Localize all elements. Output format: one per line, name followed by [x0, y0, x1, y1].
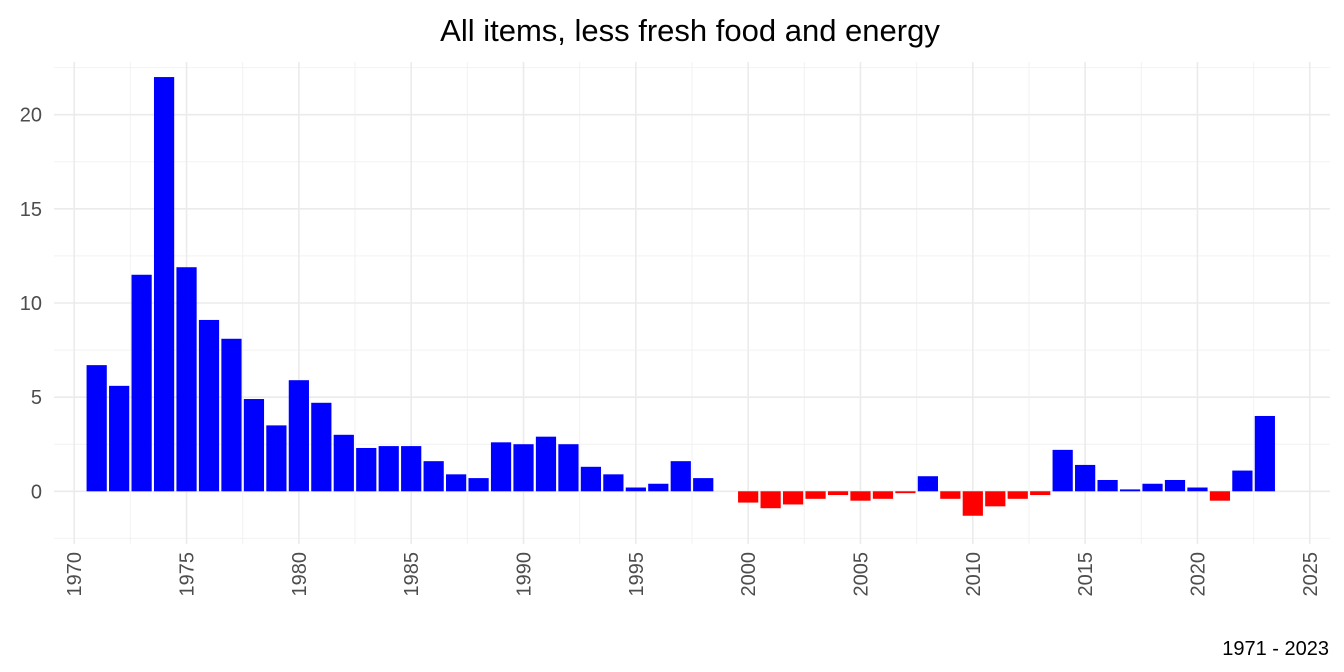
y-tick-label: 15 [20, 199, 42, 221]
bar-1986 [423, 461, 444, 492]
bar-2015 [1075, 464, 1096, 492]
bar-2020 [1187, 487, 1208, 492]
y-tick-label: 5 [31, 387, 42, 409]
x-tick-label: 1990 [514, 552, 536, 597]
bar-1983 [356, 447, 377, 492]
x-tick-label: 1995 [626, 552, 648, 597]
bar-1985 [401, 446, 422, 492]
x-tick-label: 2025 [1300, 552, 1322, 597]
bar-1984 [378, 446, 399, 492]
bar-2004 [827, 491, 849, 496]
y-tick-label: 10 [20, 293, 42, 315]
bar-1979 [266, 425, 287, 492]
bar-1975 [176, 267, 197, 492]
x-tick-label: 1970 [64, 552, 86, 597]
x-tick-label: 1980 [289, 552, 311, 597]
x-tick-label: 1975 [177, 552, 199, 597]
bar-2013 [1030, 491, 1051, 496]
bar-2009 [940, 491, 961, 499]
bar-2017 [1119, 489, 1141, 492]
bar-1989 [490, 442, 512, 492]
bar-2018 [1142, 483, 1163, 492]
y-tick-label: 20 [20, 105, 42, 127]
bar-2002 [782, 491, 804, 505]
x-tick-label: 2005 [850, 552, 872, 597]
bar-2001 [760, 491, 781, 509]
bar-1994 [603, 474, 624, 492]
bar-2007 [895, 491, 916, 494]
bar-1977 [221, 338, 242, 492]
bar-1993 [580, 466, 602, 492]
bar-1976 [198, 319, 220, 492]
bar-1990 [513, 444, 534, 492]
bar-2006 [872, 491, 894, 499]
bar-2012 [1007, 491, 1028, 499]
x-tick-label: 2015 [1075, 552, 1097, 597]
bar-1980 [288, 380, 309, 492]
bar-2021 [1209, 491, 1231, 501]
bars [86, 77, 1275, 516]
bar-1971 [86, 365, 107, 492]
bar-1973 [131, 274, 152, 492]
bar-1978 [243, 399, 265, 492]
bar-2019 [1164, 479, 1186, 492]
bar-2023 [1254, 415, 1275, 492]
x-tick-label: 1985 [401, 552, 423, 597]
bar-1972 [109, 385, 130, 492]
chart-caption: 1971 - 2023 [1222, 638, 1329, 660]
bar-1998 [693, 478, 714, 492]
bar-2010 [962, 491, 983, 516]
x-tick-label: 2010 [963, 552, 985, 597]
bar-1974 [153, 77, 175, 492]
bar-1992 [558, 444, 579, 492]
bar-1997 [670, 461, 691, 492]
y-axis-tick-labels: 0 5 10 15 20 [20, 105, 42, 504]
y-tick-label: 0 [31, 481, 42, 503]
bar-2022 [1232, 470, 1253, 492]
bar-2000 [738, 491, 759, 503]
x-tick-label: 2020 [1187, 552, 1209, 597]
bar-2011 [985, 491, 1006, 507]
x-tick-label: 2000 [738, 552, 760, 597]
bar-2003 [805, 491, 826, 499]
chart-title: All items, less fresh food and energy [440, 13, 940, 48]
bar-2016 [1097, 479, 1118, 492]
bar-2008 [917, 476, 938, 492]
bar-1991 [535, 436, 557, 492]
grid [54, 62, 1330, 544]
bar-1981 [311, 402, 332, 492]
bar-2005 [850, 491, 871, 501]
bar-1988 [468, 478, 489, 492]
x-axis-tick-labels: 1970 1975 1980 1985 1990 1995 2000 2005 2010 2015… [64, 552, 1322, 597]
bar-2014 [1052, 449, 1073, 492]
bar-1995 [625, 487, 646, 492]
bar-1987 [446, 474, 467, 492]
bar-1982 [333, 434, 354, 492]
bar-1996 [648, 483, 669, 492]
